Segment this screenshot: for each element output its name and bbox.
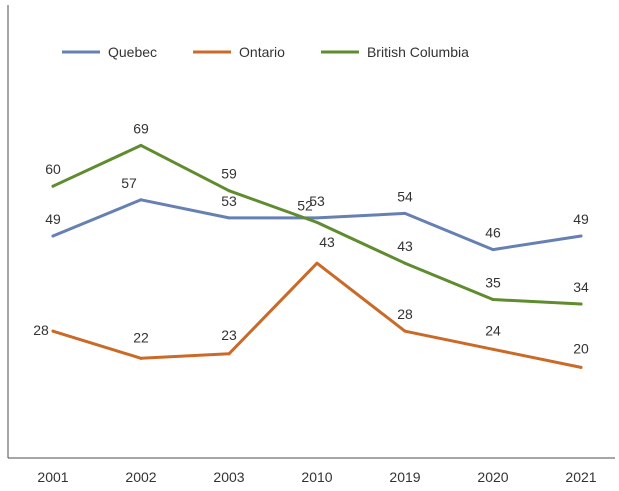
data-point-ontario-2001 [51, 329, 55, 333]
legend-label-quebec: Quebec [108, 44, 157, 60]
data-labels: 49 57 53 53 54 46 49 28 22 23 43 28 24 20 60 69 59 52 43 35… [33, 120, 589, 356]
x-tick-label-2002: 2002 [125, 469, 156, 485]
data-point-quebec-2019 [403, 211, 407, 215]
data-label-ontario-2019: 28 [397, 306, 413, 322]
data-label-ontario-2003: 23 [221, 327, 237, 343]
data-label-british-columbia-2021: 34 [573, 279, 589, 295]
data-label-british-columbia-2002: 69 [133, 120, 149, 136]
data-label-quebec-2019: 54 [397, 188, 413, 204]
data-label-british-columbia-2003: 59 [221, 166, 237, 182]
data-label-ontario-2021: 20 [573, 340, 589, 356]
x-tick-label-2001: 2001 [37, 469, 68, 485]
data-point-british-columbia-2020 [491, 297, 495, 301]
x-tick-label-2020: 2020 [477, 469, 508, 485]
data-point-ontario-2020 [491, 347, 495, 351]
data-label-ontario-2001: 28 [33, 322, 49, 338]
data-label-quebec-2010: 53 [309, 193, 325, 209]
data-label-quebec-2001: 49 [45, 211, 61, 227]
data-point-british-columbia-2019 [403, 261, 407, 265]
x-tick-label-2003: 2003 [213, 469, 244, 485]
data-label-ontario-2020: 24 [485, 322, 501, 338]
x-tick-label-2019: 2019 [389, 469, 420, 485]
x-tick-label-2021: 2021 [565, 469, 596, 485]
x-tick-label-2010: 2010 [301, 469, 332, 485]
legend: Quebec Ontario British Columbia [62, 44, 469, 60]
data-point-british-columbia-2010 [315, 220, 319, 224]
data-point-ontario-2019 [403, 329, 407, 333]
data-point-british-columbia-2001 [51, 184, 55, 188]
series-lines [51, 143, 583, 369]
data-point-quebec-2001 [51, 234, 55, 238]
data-label-quebec-2021: 49 [573, 211, 589, 227]
data-point-quebec-2002 [139, 198, 143, 202]
series-line-british-columbia [51, 143, 583, 306]
data-label-quebec-2003: 53 [221, 193, 237, 209]
data-label-british-columbia-2010: 52 [297, 197, 313, 213]
data-label-british-columbia-2019: 43 [397, 238, 413, 254]
data-label-quebec-2020: 46 [485, 225, 501, 241]
data-point-quebec-2003 [227, 216, 231, 220]
data-label-quebec-2002: 57 [121, 175, 137, 191]
data-point-quebec-2021 [579, 234, 583, 238]
data-label-ontario-2002: 22 [133, 329, 149, 345]
data-point-british-columbia-2002 [139, 143, 143, 147]
data-label-ontario-2010: 43 [319, 234, 335, 250]
data-point-british-columbia-2021 [579, 302, 583, 306]
data-label-british-columbia-2020: 35 [485, 274, 501, 290]
legend-label-ontario: Ontario [239, 44, 285, 60]
data-point-quebec-2020 [491, 248, 495, 252]
data-point-ontario-2003 [227, 352, 231, 356]
data-point-quebec-2010 [315, 216, 319, 220]
data-point-ontario-2010 [315, 261, 319, 265]
x-tick-labels: 2001 2002 2003 2010 2019 2020 2021 [37, 469, 596, 485]
data-label-british-columbia-2001: 60 [45, 161, 61, 177]
series-line-ontario [51, 261, 583, 369]
legend-label-british-columbia: British Columbia [367, 44, 469, 60]
data-point-ontario-2021 [579, 365, 583, 369]
data-point-ontario-2002 [139, 356, 143, 360]
data-point-british-columbia-2003 [227, 189, 231, 193]
